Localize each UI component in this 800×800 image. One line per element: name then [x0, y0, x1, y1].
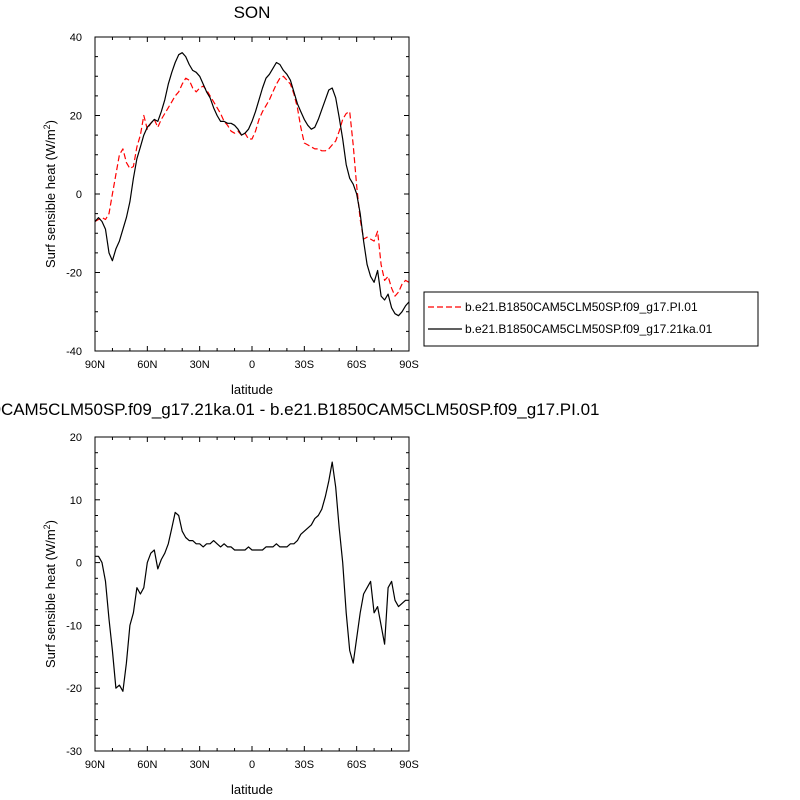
series-line-1-0 — [95, 461, 409, 692]
plot-frame — [94, 36, 410, 352]
bottom-chart: b.e21.B1850CAM5CLM50SP.f09_g17.21ka.01 -… — [0, 400, 599, 797]
x-tick-label: 30N — [190, 759, 210, 771]
bottom-chart-title: b.e21.B1850CAM5CLM50SP.f09_g17.21ka.01 -… — [0, 400, 599, 419]
x-tick-label: 60N — [137, 359, 157, 371]
y-tick-label: 10 — [70, 495, 82, 507]
x-tick-label: 90S — [399, 359, 419, 371]
x-tick-label: 90N — [85, 759, 105, 771]
y-tick-label: -20 — [66, 268, 82, 280]
x-tick-label: 30S — [295, 759, 315, 771]
legend-label-21ka: b.e21.B1850CAM5CLM50SP.f09_g17.21ka.01 — [465, 322, 713, 336]
top-chart-title: SON — [234, 3, 271, 22]
y-tick-label: -20 — [66, 683, 82, 695]
x-tick-label: 60N — [137, 759, 157, 771]
top-chart: SON 90N 60N 30N 0 30S 60S 90S 40 20 0 -20 -40 latit… — [42, 3, 759, 397]
y-tick-label: -10 — [66, 620, 82, 632]
legend: b.e21.B1850CAM5CLM50SP.f09_g17.PI.01 b.e… — [423, 291, 759, 347]
x-tick-label: 60S — [347, 359, 367, 371]
top-chart-plot-area: 90N 60N 30N 0 30S 60S 90S 40 20 0 -20 -40 — [66, 32, 419, 371]
y-tick-label: 0 — [76, 189, 82, 201]
plot-frame — [94, 436, 410, 752]
y-tick-label: 40 — [70, 32, 82, 44]
bottom-chart-xlabel: latitude — [231, 782, 273, 797]
legend-box — [423, 291, 759, 347]
x-tick-label: 30N — [190, 359, 210, 371]
y-tick-label: -40 — [66, 346, 82, 358]
x-tick-label: 0 — [249, 759, 255, 771]
y-tick-label: 20 — [70, 111, 82, 123]
x-tick-label: 90N — [85, 359, 105, 371]
x-tick-label: 60S — [347, 759, 367, 771]
bottom-chart-ylabel: Surf sensible heat (W/m2) — [42, 520, 58, 668]
series-line-0-1 — [94, 52, 410, 317]
top-chart-xlabel: latitude — [231, 382, 273, 397]
legend-label-pi: b.e21.B1850CAM5CLM50SP.f09_g17.PI.01 — [465, 300, 698, 314]
x-tick-label: 0 — [249, 359, 255, 371]
top-chart-ylabel: Surf sensible heat (W/m2) — [42, 120, 58, 268]
y-tick-label: 20 — [70, 432, 82, 444]
x-tick-label: 30S — [295, 359, 315, 371]
bottom-chart-plot-area: 90N 60N 30N 0 30S 60S 90S 20 10 0 -10 -20 -30 — [66, 432, 419, 771]
y-tick-label: 0 — [76, 558, 82, 570]
series-line-0-0 — [94, 75, 410, 297]
y-tick-label: -30 — [66, 746, 82, 758]
x-tick-label: 90S — [399, 759, 419, 771]
